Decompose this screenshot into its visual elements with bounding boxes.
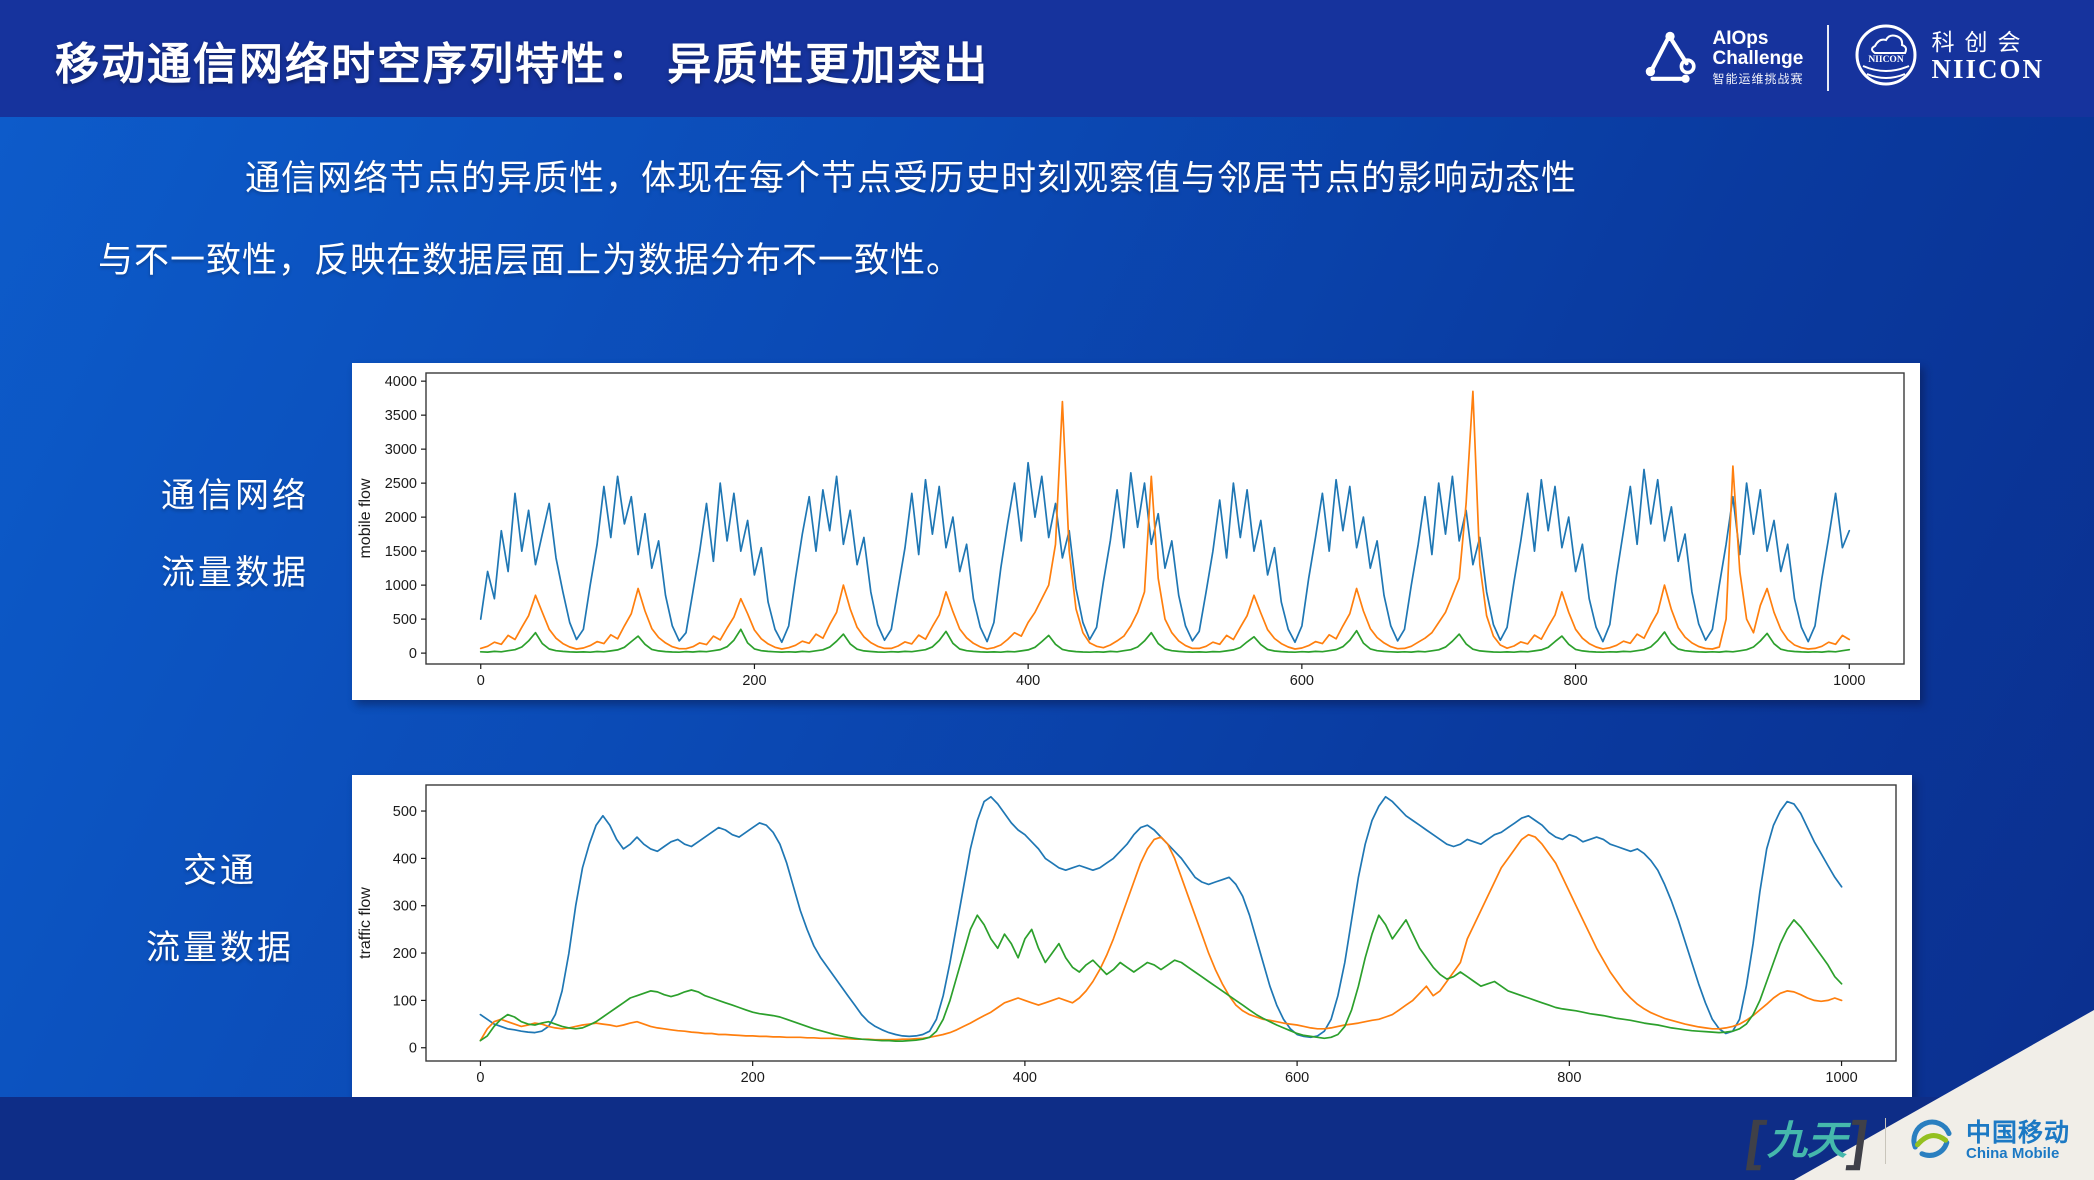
jiutian-bracket-right: ]: [1844, 1110, 1872, 1171]
x-tick-label: 400: [1013, 1070, 1037, 1086]
series-mobile-node-1: [479, 461, 1851, 644]
series-traffic-node-3: [479, 914, 1843, 1042]
x-tick-label: 800: [1563, 673, 1587, 689]
y-tick-label: 4000: [385, 374, 417, 390]
aiops-challenge-text: AIOps Challenge 智能运维挑战赛: [1712, 28, 1804, 87]
plot-frame: [425, 372, 1905, 665]
bottom-navy-strip: [0, 1097, 2094, 1180]
traffic-flow-chart: 0 200 400 600 800 1000 0 100 200 300 400 500 traffic…: [357, 784, 1897, 1086]
jiutian-bracket-left: [: [1742, 1110, 1770, 1171]
china-mobile-swirl-icon: [1904, 1111, 1958, 1170]
y-tick-label: 1500: [385, 544, 417, 560]
intro-text-line2: 与不一致性，反映在数据层面上为数据分布不一致性。: [98, 241, 963, 280]
y-tick-label: 0: [409, 1041, 417, 1057]
x-tick-label: 200: [742, 673, 766, 689]
y-axis-label: traffic flow: [357, 887, 374, 959]
svg-text:NIICON: NIICON: [1869, 55, 1905, 65]
x-tick-label: 1000: [1825, 1070, 1857, 1086]
y-tick-label: 3000: [385, 442, 417, 458]
x-tick-label: 1000: [1833, 673, 1865, 689]
label-mobile-flow: 通信网络 流量数据: [161, 477, 309, 592]
y-tick-label: 500: [393, 612, 417, 628]
y-tick-label: 400: [393, 851, 417, 867]
y-axis-label: mobile flow: [357, 478, 374, 558]
y-tick-label: 500: [393, 804, 417, 820]
x-tick-label: 600: [1290, 673, 1314, 689]
x-tick-label: 600: [1285, 1070, 1309, 1086]
mobile-flow-chart-panel: 0 200 400 600 800 1000 0 500 1000 1500 2000 2500 300…: [352, 363, 1920, 700]
y-tick-label: 1000: [385, 578, 417, 594]
y-tick-label: 100: [393, 993, 417, 1009]
plot-frame: [425, 784, 1897, 1062]
x-tick-label: 0: [476, 1070, 484, 1086]
mobile-flow-chart: 0 200 400 600 800 1000 0 500 1000 1500 2000 2500 300…: [357, 372, 1905, 689]
x-tick-label: 200: [741, 1070, 765, 1086]
china-mobile-logo: 中国移动 China Mobile: [1904, 1111, 2070, 1170]
jiutian-logo-text: 九天: [1767, 1117, 1847, 1163]
label-traffic-flow: 交通 流量数据: [146, 852, 294, 967]
intro-text-line1: 通信网络节点的异质性，体现在每个节点受历史时刻观察值与邻居节点的影响动态性: [245, 159, 1578, 198]
header-bar: 移动通信网络时空序列特性： 异质性更加突出 AIOps: [0, 0, 2094, 117]
niicon-logo: NIICON 科创会 NIICON: [1853, 22, 2044, 93]
footer-logo-divider: [1884, 1117, 1886, 1164]
aiops-triangle-icon: [1638, 24, 1700, 91]
y-tick-label: 300: [393, 899, 417, 915]
header-logo-divider: [1827, 24, 1830, 91]
y-tick-label: 3500: [385, 408, 417, 424]
series-mobile-node-3: [479, 628, 1851, 654]
niicon-text: 科创会 NIICON: [1931, 30, 2044, 85]
series-mobile-node-2: [479, 390, 1851, 650]
series-traffic-node-1: [479, 795, 1843, 1039]
y-tick-label: 0: [409, 646, 417, 662]
china-mobile-text: 中国移动 China Mobile: [1965, 1118, 2070, 1162]
header-logos: AIOps Challenge 智能运维挑战赛 NIICON: [1638, 22, 2044, 93]
x-tick-label: 400: [1016, 673, 1040, 689]
niicon-globe-icon: NIICON: [1853, 22, 1919, 93]
traffic-flow-chart-panel: 0 200 400 600 800 1000 0 100 200 300 400 500 traffic…: [352, 775, 1912, 1097]
footer-logos: [ 九天 ] 中国移动 China Mobile: [1743, 1111, 2070, 1171]
y-tick-label: 2000: [385, 510, 417, 526]
aiops-challenge-logo: AIOps Challenge 智能运维挑战赛: [1638, 24, 1803, 91]
series-traffic-node-2: [479, 833, 1843, 1042]
y-tick-label: 200: [393, 946, 417, 962]
x-tick-label: 800: [1557, 1070, 1581, 1086]
page-title: 移动通信网络时空序列特性： 异质性更加突出: [55, 40, 990, 89]
y-tick-label: 2500: [385, 476, 417, 492]
jiutian-logo: [ 九天 ]: [1743, 1111, 1871, 1171]
x-tick-label: 0: [477, 673, 485, 689]
